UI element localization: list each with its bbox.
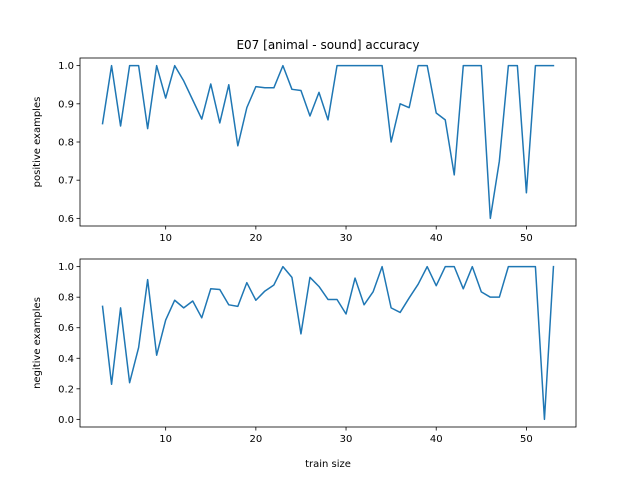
bottom-plot-frame [79, 258, 577, 428]
chart-title: E07 [animal - sound] accuracy [236, 38, 419, 52]
bottom-y-tick-label: 0.4 [58, 354, 74, 365]
bottom-subplot: 10 20 30 40 50 0.0 0.2 0.4 0.6 0.8 1.0 negitive e… [32, 258, 577, 470]
top-subplot: 10 20 30 40 50 0.6 0.7 0.8 0.9 1.0 positive exam… [32, 57, 577, 244]
top-accuracy-line [101, 64, 555, 220]
bottom-y-tick-label: 1.0 [58, 262, 74, 273]
bottom-y-tick-label: 0.0 [58, 415, 74, 426]
x-axis-label: train size [305, 459, 351, 470]
top-x-tick-label: 40 [430, 233, 443, 244]
bottom-y-tick-label: 0.6 [58, 323, 74, 334]
bottom-series [101, 265, 555, 421]
top-x-tick-label: 10 [159, 233, 172, 244]
bottom-accuracy-line [101, 265, 555, 421]
bottom-x-tick-label: 10 [159, 434, 172, 445]
top-series [101, 64, 555, 220]
top-y-ticks: 0.6 0.7 0.8 0.9 1.0 [58, 61, 80, 225]
bottom-y-axis-label: negitive examples [32, 297, 43, 389]
top-y-tick-label: 0.8 [58, 138, 74, 149]
top-y-tick-label: 1.0 [58, 61, 74, 72]
bottom-y-ticks: 0.0 0.2 0.4 0.6 0.8 1.0 [58, 262, 80, 426]
bottom-x-ticks: 10 20 30 40 50 [159, 427, 533, 445]
bottom-x-tick-label: 40 [430, 434, 443, 445]
top-y-tick-label: 0.9 [58, 99, 74, 110]
bottom-x-tick-label: 20 [249, 434, 262, 445]
top-x-tick-label: 50 [520, 233, 533, 244]
top-y-tick-label: 0.7 [58, 176, 74, 187]
top-y-tick-label: 0.6 [58, 214, 74, 225]
bottom-x-tick-label: 50 [520, 434, 533, 445]
bottom-y-tick-label: 0.8 [58, 293, 74, 304]
top-y-axis-label: positive examples [32, 97, 43, 188]
top-x-ticks: 10 20 30 40 50 [159, 226, 533, 244]
bottom-y-tick-label: 0.2 [58, 384, 74, 395]
bottom-x-tick-label: 30 [340, 434, 353, 445]
top-x-tick-label: 20 [249, 233, 262, 244]
top-x-tick-label: 30 [340, 233, 353, 244]
